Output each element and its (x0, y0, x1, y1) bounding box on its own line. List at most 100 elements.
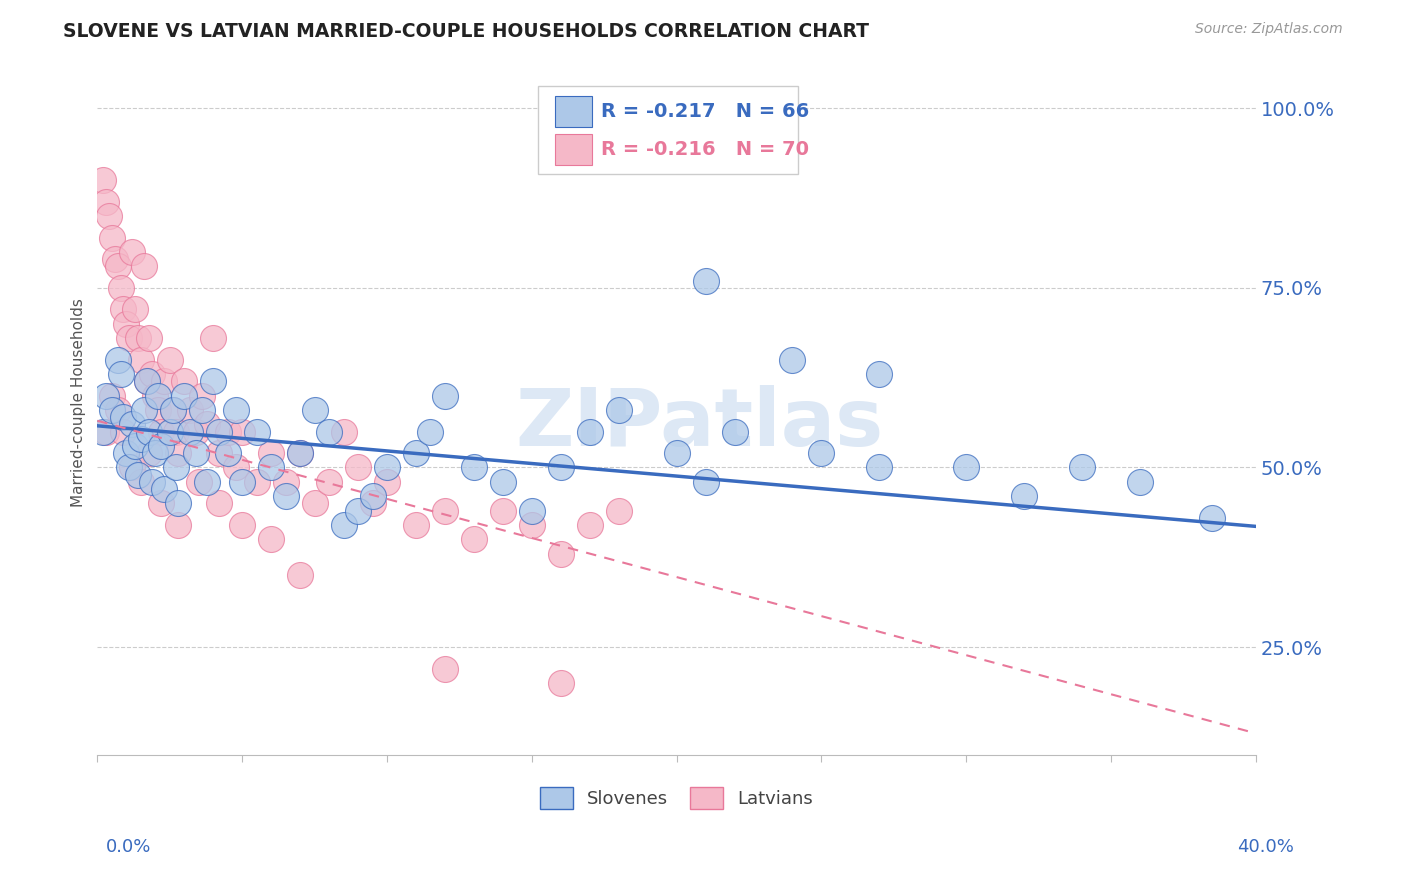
Text: R = -0.216   N = 70: R = -0.216 N = 70 (602, 140, 810, 159)
Point (127, 331, 149, 345)
Point (132, 259, 155, 273)
Point (97, 209, 120, 223)
Point (361, 489, 384, 503)
Point (121, 460, 143, 475)
Point (231, 425, 253, 439)
Point (159, 425, 181, 439)
Point (246, 475, 269, 489)
Point (150, 496, 173, 510)
Point (361, 496, 384, 510)
Point (115, 446, 138, 460)
Point (110, 367, 132, 381)
Point (288, 446, 311, 460)
Point (520, 518, 543, 533)
Text: ZIPatlas: ZIPatlas (516, 385, 884, 463)
Point (260, 460, 283, 475)
Text: 0.0%: 0.0% (105, 838, 150, 856)
Point (165, 460, 187, 475)
Point (150, 439, 173, 453)
Point (550, 547, 572, 561)
Point (1201, 510, 1223, 524)
Point (868, 367, 890, 381)
Point (225, 403, 247, 417)
Point (159, 352, 181, 367)
Point (121, 244, 143, 259)
Point (146, 389, 169, 403)
Point (217, 425, 239, 439)
Point (112, 302, 135, 317)
Point (578, 518, 600, 533)
Point (810, 446, 832, 460)
Point (190, 403, 212, 417)
Point (150, 425, 173, 439)
Point (217, 446, 239, 460)
Point (184, 425, 207, 439)
Point (246, 425, 269, 439)
Point (118, 331, 141, 345)
Point (184, 446, 207, 460)
Point (101, 389, 124, 403)
Point (260, 533, 283, 547)
Point (202, 331, 225, 345)
Point (101, 230, 124, 244)
Point (197, 417, 219, 432)
Point (433, 389, 456, 403)
Point (141, 475, 163, 489)
Point (347, 503, 370, 517)
Point (433, 503, 456, 517)
Point (107, 259, 129, 273)
Point (118, 460, 141, 475)
Point (94, 194, 117, 209)
Point (129, 475, 152, 489)
Point (179, 425, 201, 439)
FancyBboxPatch shape (555, 96, 592, 128)
Point (135, 374, 157, 388)
Point (143, 389, 166, 403)
Point (112, 410, 135, 425)
Point (173, 389, 195, 403)
Point (274, 475, 297, 489)
Point (520, 503, 543, 517)
Point (318, 425, 340, 439)
Point (208, 425, 231, 439)
Point (129, 352, 152, 367)
Point (143, 446, 166, 460)
Point (208, 496, 231, 510)
Point (332, 518, 354, 533)
Point (607, 503, 630, 517)
Point (179, 403, 201, 417)
Point (138, 331, 160, 345)
Text: Source: ZipAtlas.com: Source: ZipAtlas.com (1195, 22, 1343, 37)
Point (121, 417, 143, 432)
Point (288, 568, 311, 582)
Point (127, 467, 149, 482)
Point (318, 475, 340, 489)
Point (225, 460, 247, 475)
Point (197, 475, 219, 489)
Point (91, 425, 114, 439)
Point (115, 317, 138, 331)
Point (463, 460, 485, 475)
Point (782, 352, 804, 367)
Point (202, 374, 225, 388)
Point (101, 403, 124, 417)
Point (955, 460, 977, 475)
Point (112, 425, 135, 439)
Point (153, 482, 176, 496)
Point (187, 475, 209, 489)
Point (146, 403, 169, 417)
Point (162, 403, 184, 417)
Point (110, 281, 132, 295)
Point (405, 518, 427, 533)
Point (550, 460, 572, 475)
Point (419, 425, 441, 439)
Point (1071, 460, 1094, 475)
Point (132, 403, 155, 417)
Point (208, 446, 231, 460)
FancyBboxPatch shape (555, 134, 592, 165)
Point (304, 403, 326, 417)
Point (723, 425, 745, 439)
Point (274, 489, 297, 503)
Point (94, 425, 117, 439)
Point (695, 475, 717, 489)
